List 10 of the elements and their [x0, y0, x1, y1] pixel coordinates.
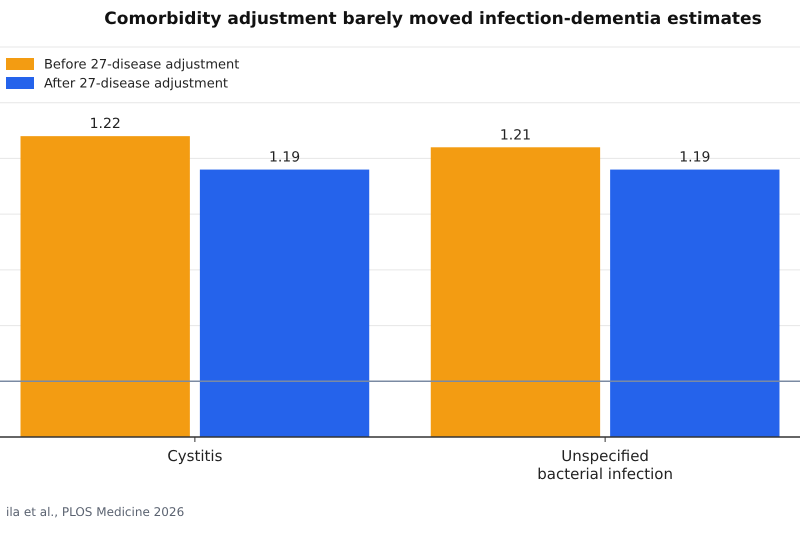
- x-tick-label: Unspecified bacterial infection: [537, 447, 673, 483]
- data-label: 1.19: [679, 150, 710, 166]
- x-tick-label: Cystitis: [167, 447, 223, 465]
- legend-label: Before 27-disease adjustment: [44, 58, 240, 73]
- data-label: 1.19: [268, 150, 300, 166]
- legend-label: After 27-disease adjustment: [44, 76, 228, 92]
- chart-title: Comorbidity adjustment barely moved infection-dementia estimates: [104, 9, 762, 29]
- data-label: 1.21: [500, 127, 532, 144]
- text: ila et al., PLOS Medicine 2026: [6, 505, 184, 519]
- data-label: 1.22: [90, 116, 121, 132]
